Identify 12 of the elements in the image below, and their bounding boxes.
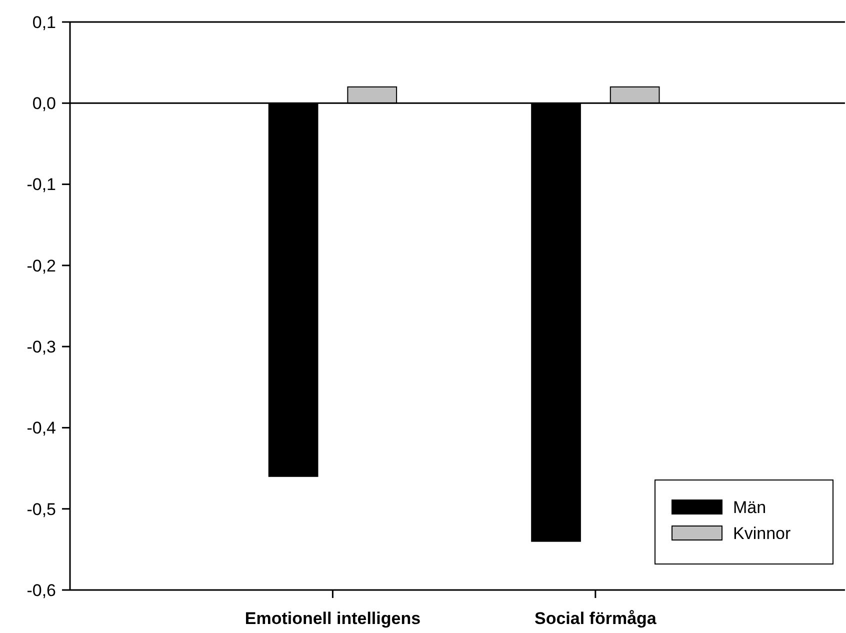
legend-label: Kvinnor (733, 524, 791, 543)
x-tick-label: Emotionell intelligens (244, 609, 421, 628)
y-tick-label: 0,0 (32, 94, 56, 114)
y-tick-label: -0,1 (26, 175, 56, 194)
y-tick-label: -0,6 (26, 580, 56, 600)
y-tick-label: 0,1 (32, 12, 56, 32)
y-tick-label: -0,2 (26, 256, 56, 276)
legend-label: Män (733, 498, 766, 517)
y-tick-label: -0,4 (26, 418, 56, 438)
y-tick-label: -0,3 (26, 338, 56, 357)
y-tick-label: -0,5 (26, 500, 56, 519)
x-tick-label: Social förmåga (534, 609, 657, 628)
